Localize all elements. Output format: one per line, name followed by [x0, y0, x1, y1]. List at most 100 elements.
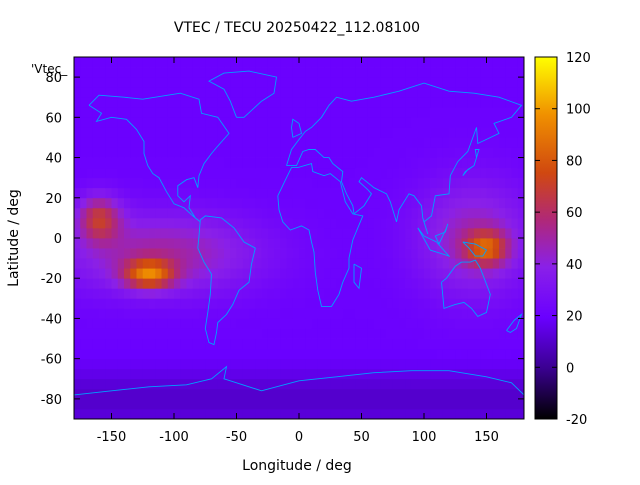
heatmap-cell [455, 167, 462, 179]
heatmap-cell [342, 378, 350, 390]
heatmap-cell [392, 97, 400, 108]
heatmap-cell [80, 378, 87, 390]
heatmap-cell [474, 328, 481, 339]
heatmap-cell [267, 117, 275, 128]
heatmap-cell [136, 248, 144, 259]
heatmap-cell [174, 408, 181, 420]
heatmap-cell [136, 197, 144, 209]
heatmap-cell [467, 57, 475, 68]
heatmap-cell [336, 318, 344, 329]
heatmap-cell [386, 398, 394, 410]
heatmap-cell [399, 398, 406, 410]
heatmap-cell [455, 338, 462, 350]
heatmap-cell [311, 97, 319, 108]
heatmap-cell [336, 167, 344, 179]
heatmap-cell [292, 288, 300, 299]
heatmap-cell [224, 408, 231, 420]
heatmap-cell [161, 197, 169, 209]
heatmap-cell [374, 308, 381, 319]
heatmap-cell [467, 348, 475, 360]
heatmap-cell [336, 77, 344, 88]
heatmap-cell [411, 227, 419, 239]
heatmap-cell [74, 207, 81, 219]
heatmap-cell [86, 288, 94, 299]
heatmap-cell [430, 318, 437, 329]
heatmap-cell [455, 137, 462, 148]
heatmap-cell [161, 308, 169, 319]
heatmap-cell [230, 328, 237, 339]
heatmap-cell [267, 217, 275, 229]
heatmap-cell [355, 388, 362, 400]
heatmap-cell [124, 217, 131, 229]
heatmap-cell [99, 157, 106, 169]
heatmap-cell [461, 107, 469, 118]
heatmap-cell [274, 157, 281, 169]
heatmap-cell [99, 57, 106, 68]
heatmap-cell [361, 248, 369, 259]
heatmap-cell [149, 227, 156, 239]
heatmap-cell [105, 67, 112, 78]
heatmap-cell [505, 187, 512, 199]
heatmap-cell [330, 207, 337, 219]
heatmap-cell [424, 77, 431, 88]
heatmap-cell [292, 107, 300, 118]
heatmap-cell [361, 157, 369, 169]
heatmap-cell [492, 358, 500, 370]
heatmap-cell [142, 398, 150, 410]
heatmap-cell [336, 207, 344, 219]
heatmap-cell [511, 398, 519, 410]
heatmap-cell [255, 328, 262, 339]
heatmap-cell [161, 187, 169, 199]
heatmap-cell [167, 177, 175, 189]
heatmap-cell [267, 137, 275, 148]
heatmap-cell [142, 368, 150, 380]
heatmap-cell [205, 77, 212, 88]
heatmap-cell [367, 167, 375, 179]
heatmap-cell [199, 328, 206, 339]
heatmap-cell [111, 258, 119, 269]
heatmap-cell [424, 268, 431, 279]
heatmap-cell [442, 197, 450, 209]
heatmap-cell [424, 248, 431, 259]
heatmap-cell [261, 77, 269, 88]
heatmap-cell [517, 398, 525, 410]
heatmap-cell [330, 127, 337, 138]
heatmap-cell [99, 197, 106, 209]
heatmap-cell [80, 127, 87, 138]
heatmap-cell [480, 268, 487, 279]
heatmap-cell [155, 378, 162, 390]
heatmap-cell [392, 298, 400, 309]
heatmap-cell [411, 177, 419, 189]
heatmap-cell [161, 87, 169, 98]
heatmap-cell [417, 388, 425, 400]
heatmap-cell [424, 408, 431, 420]
heatmap-cell [324, 177, 331, 189]
heatmap-cell [130, 298, 137, 309]
heatmap-cell [255, 187, 262, 199]
heatmap-cell [317, 358, 325, 370]
heatmap-cell [267, 77, 275, 88]
heatmap-cell [399, 167, 406, 179]
heatmap-cell [130, 187, 137, 199]
heatmap-cell [455, 107, 462, 118]
heatmap-cell [199, 298, 206, 309]
heatmap-cell [274, 97, 281, 108]
heatmap-cell [405, 227, 412, 239]
heatmap-cell [224, 207, 231, 219]
heatmap-cell [105, 358, 112, 370]
heatmap-cell [99, 187, 106, 199]
heatmap-cell [336, 248, 344, 259]
heatmap-cell [355, 207, 362, 219]
heatmap-cell [136, 67, 144, 78]
heatmap-cell [336, 288, 344, 299]
heatmap-cell [92, 227, 100, 239]
heatmap-cell [199, 268, 206, 279]
heatmap-cell [299, 348, 306, 360]
heatmap-cell [474, 298, 481, 309]
heatmap-cell [192, 137, 200, 148]
heatmap-cell [74, 187, 81, 199]
heatmap-cell [405, 97, 412, 108]
heatmap-cell [492, 127, 500, 138]
heatmap-cell [105, 338, 112, 350]
heatmap-cell [224, 388, 231, 400]
